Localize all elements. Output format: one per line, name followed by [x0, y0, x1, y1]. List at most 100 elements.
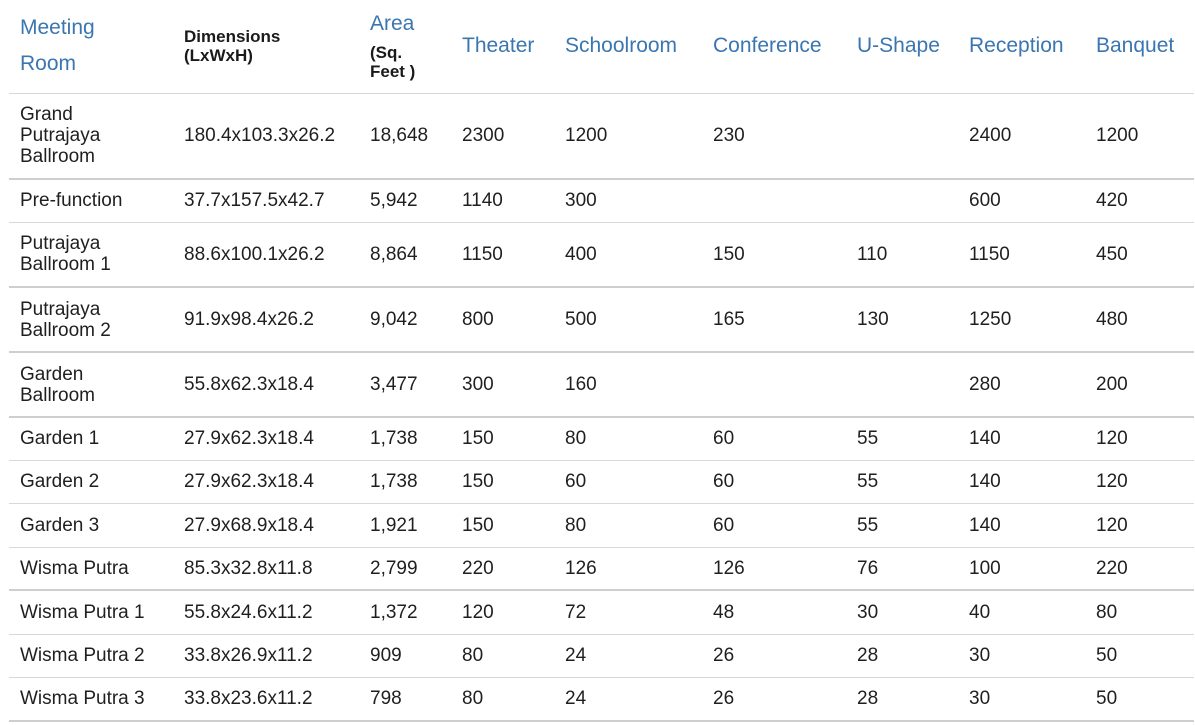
cell-banquet: 480 — [1085, 287, 1194, 353]
cell-conference — [702, 179, 846, 223]
cell-area: 1,921 — [359, 503, 451, 548]
room-name-line: Wisma Putra — [20, 557, 129, 579]
room-name-line: Ballroom — [20, 384, 95, 406]
cell-dimensions: 27.9x62.3x18.4 — [173, 417, 359, 461]
cell-schoolroom: 24 — [554, 677, 702, 722]
cell-schoolroom: 500 — [554, 287, 702, 353]
table-header-row: Meeting Room Dimensions (LxWxH) Area (Sq… — [9, 0, 1194, 94]
table-row: Putrajaya Ballroom 2 91.9x98.4x26.2 9,042 80… — [9, 287, 1194, 353]
cell-ushape — [846, 93, 958, 180]
cell-dimensions: 91.9x98.4x26.2 — [173, 287, 359, 353]
room-name-line: Wisma Putra 1 — [20, 601, 145, 623]
cell-theater: 120 — [451, 590, 554, 635]
cell-conference: 165 — [702, 287, 846, 353]
cell-banquet: 120 — [1085, 460, 1194, 504]
cell-ushape: 28 — [846, 634, 958, 678]
meeting-room-capacity-table: Meeting Room Dimensions (LxWxH) Area (Sq… — [9, 0, 1194, 722]
table-row: Garden 3 27.9x68.9x18.4 1,921 150 80 60 55 140 1… — [9, 503, 1194, 548]
cell-theater: 150 — [451, 417, 554, 461]
room-name-line: Garden 2 — [20, 471, 100, 492]
table-row: Wisma Putra 85.3x32.8x11.8 2,799 220 126 126 7… — [9, 547, 1194, 591]
cell-reception: 40 — [958, 590, 1085, 635]
cell-schoolroom: 72 — [554, 590, 702, 635]
table-row: Wisma Putra 2 33.8x26.9x11.2 909 80 24 26 28 30… — [9, 634, 1194, 678]
table-row: Pre-function 37.7x157.5x42.7 5,942 1140 300 6… — [9, 179, 1194, 223]
header-ushape: U-Shape — [846, 0, 958, 94]
cell-reception: 280 — [958, 352, 1085, 418]
cell-conference: 26 — [702, 634, 846, 678]
room-name-line: Garden 1 — [20, 428, 100, 450]
cell-schoolroom: 126 — [554, 547, 702, 591]
cell-conference: 126 — [702, 547, 846, 591]
cell-ushape: 55 — [846, 417, 958, 461]
cell-room-name: Wisma Putra — [9, 547, 173, 591]
cell-banquet: 50 — [1085, 677, 1194, 722]
cell-room-name: Putrajaya Ballroom 2 — [9, 287, 173, 353]
cell-conference: 60 — [702, 417, 846, 461]
cell-theater: 300 — [451, 352, 554, 418]
cell-area: 1,738 — [359, 417, 451, 461]
cell-schoolroom: 1200 — [554, 93, 702, 180]
room-name-line: Garden — [20, 363, 84, 385]
table-row: Garden Ballroom 55.8x62.3x18.4 3,477 300 160 2… — [9, 352, 1194, 418]
table-body: Grand Putrajaya Ballroom 180.4x103.3x26.2 18… — [9, 93, 1194, 722]
header-area: Area (Sq. Feet ) — [359, 0, 451, 94]
cell-dimensions: 88.6x100.1x26.2 — [173, 222, 359, 288]
table-row: Garden 2 27.9x62.3x18.4 1,738 150 60 60 55 140 1… — [9, 460, 1194, 504]
header-banquet: Banquet — [1085, 0, 1194, 94]
table-row: Wisma Putra 3 33.8x23.6x11.2 798 80 24 26 28 30… — [9, 677, 1194, 722]
cell-dimensions: 33.8x23.6x11.2 — [173, 677, 359, 722]
cell-schoolroom: 160 — [554, 352, 702, 418]
cell-reception: 2400 — [958, 93, 1085, 180]
room-name-line: Garden 3 — [20, 514, 100, 536]
cell-area: 5,942 — [359, 179, 451, 223]
cell-banquet: 50 — [1085, 634, 1194, 678]
room-name-line: Ballroom 1 — [20, 254, 111, 276]
cell-area: 2,799 — [359, 547, 451, 591]
cell-room-name: Wisma Putra 1 — [9, 590, 173, 635]
header-meeting-room: Meeting Room — [9, 0, 173, 94]
cell-reception: 30 — [958, 634, 1085, 678]
cell-room-name: Garden 3 — [9, 503, 173, 548]
cell-dimensions: 27.9x62.3x18.4 — [173, 460, 359, 504]
cell-theater: 150 — [451, 460, 554, 504]
cell-room-name: Garden Ballroom — [9, 352, 173, 418]
table-row: Garden 1 27.9x62.3x18.4 1,738 150 80 60 55 140 1… — [9, 417, 1194, 461]
room-name-line: Putrajaya — [20, 125, 101, 147]
header-dimensions: Dimensions (LxWxH) — [173, 0, 359, 94]
cell-area: 3,477 — [359, 352, 451, 418]
cell-banquet: 220 — [1085, 547, 1194, 591]
cell-room-name: Grand Putrajaya Ballroom — [9, 93, 173, 180]
cell-theater: 150 — [451, 503, 554, 548]
cell-theater: 80 — [451, 634, 554, 678]
cell-banquet: 450 — [1085, 222, 1194, 288]
cell-area: 8,864 — [359, 222, 451, 288]
cell-conference: 60 — [702, 460, 846, 504]
cell-reception: 30 — [958, 677, 1085, 722]
cell-ushape: 76 — [846, 547, 958, 591]
table-row: Putrajaya Ballroom 1 88.6x100.1x26.2 8,864 1… — [9, 222, 1194, 288]
cell-schoolroom: 24 — [554, 634, 702, 678]
cell-area: 9,042 — [359, 287, 451, 353]
cell-dimensions: 33.8x26.9x11.2 — [173, 634, 359, 678]
cell-conference: 150 — [702, 222, 846, 288]
cell-room-name: Pre-function — [9, 179, 173, 223]
cell-reception: 140 — [958, 460, 1085, 504]
cell-theater: 2300 — [451, 93, 554, 180]
cell-theater: 1140 — [451, 179, 554, 223]
cell-area: 909 — [359, 634, 451, 678]
cell-conference: 26 — [702, 677, 846, 722]
cell-dimensions: 37.7x157.5x42.7 — [173, 179, 359, 223]
cell-schoolroom: 80 — [554, 503, 702, 548]
cell-room-name: Wisma Putra 2 — [9, 634, 173, 678]
cell-ushape: 55 — [846, 503, 958, 548]
cell-schoolroom: 300 — [554, 179, 702, 223]
cell-reception: 1150 — [958, 222, 1085, 288]
header-schoolroom: Schoolroom — [554, 0, 702, 94]
cell-area: 18,648 — [359, 93, 451, 180]
cell-schoolroom: 60 — [554, 460, 702, 504]
cell-area: 1,738 — [359, 460, 451, 504]
cell-theater: 1150 — [451, 222, 554, 288]
cell-conference: 230 — [702, 93, 846, 180]
cell-reception: 140 — [958, 417, 1085, 461]
